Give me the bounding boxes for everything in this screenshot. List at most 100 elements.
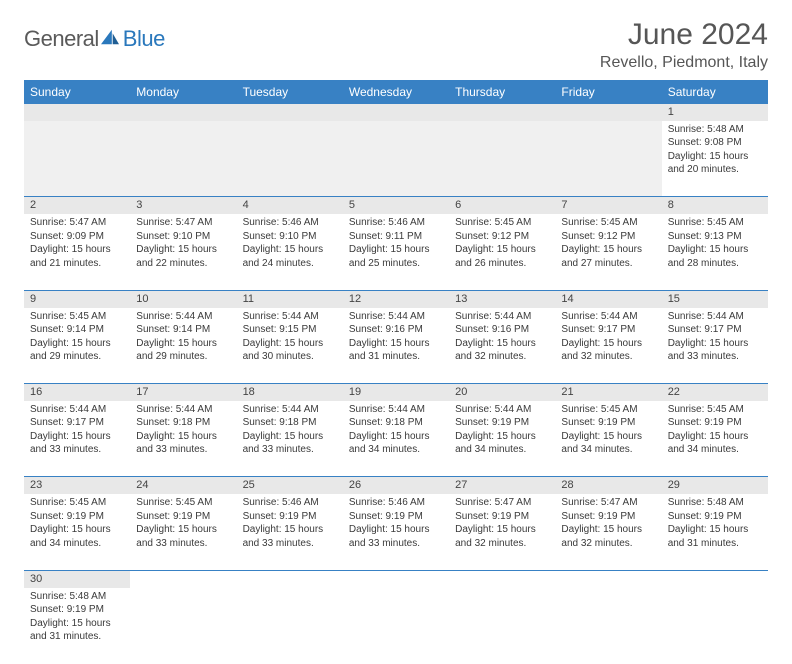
empty-daynum-cell [24,104,130,121]
sunrise-line: Sunrise: 5:45 AM [668,216,762,230]
day-number-cell: 3 [130,197,236,214]
sunrise-line: Sunrise: 5:45 AM [30,310,124,324]
day-cell: Sunrise: 5:46 AMSunset: 9:19 PMDaylight:… [237,494,343,570]
sail-icon [99,28,121,46]
daylight-line: Daylight: 15 hoursand 34 minutes. [561,430,655,457]
location: Revello, Piedmont, Italy [600,54,768,72]
daylight-line: Daylight: 15 hoursand 28 minutes. [668,243,762,270]
day-cell: Sunrise: 5:45 AMSunset: 9:19 PMDaylight:… [24,494,130,570]
week-row: Sunrise: 5:47 AMSunset: 9:09 PMDaylight:… [24,214,768,290]
sunrise-line: Sunrise: 5:47 AM [561,496,655,510]
weekday-header: Tuesday [237,80,343,104]
week-row: Sunrise: 5:44 AMSunset: 9:17 PMDaylight:… [24,401,768,477]
day-cell: Sunrise: 5:48 AMSunset: 9:08 PMDaylight:… [662,121,768,197]
day-number-cell: 29 [662,477,768,494]
day-cell: Sunrise: 5:44 AMSunset: 9:17 PMDaylight:… [555,308,661,384]
daylight-line: Daylight: 15 hoursand 24 minutes. [243,243,337,270]
weekday-header: Wednesday [343,80,449,104]
sunset-line: Sunset: 9:12 PM [561,230,655,244]
sunset-line: Sunset: 9:10 PM [243,230,337,244]
daylight-line: Daylight: 15 hoursand 31 minutes. [349,337,443,364]
day-cell: Sunrise: 5:46 AMSunset: 9:11 PMDaylight:… [343,214,449,290]
daylight-line: Daylight: 15 hoursand 30 minutes. [243,337,337,364]
day-cell: Sunrise: 5:45 AMSunset: 9:12 PMDaylight:… [449,214,555,290]
empty-daynum-cell [449,570,555,587]
sunset-line: Sunset: 9:11 PM [349,230,443,244]
day-cell: Sunrise: 5:47 AMSunset: 9:09 PMDaylight:… [24,214,130,290]
sunrise-line: Sunrise: 5:47 AM [455,496,549,510]
day-number-cell: 12 [343,290,449,307]
sunrise-line: Sunrise: 5:45 AM [668,403,762,417]
empty-daynum-cell [449,104,555,121]
daylight-line: Daylight: 15 hoursand 34 minutes. [455,430,549,457]
empty-cell [24,121,130,197]
empty-cell [555,121,661,197]
sunrise-line: Sunrise: 5:46 AM [243,216,337,230]
day-number-row: 9101112131415 [24,290,768,307]
sunset-line: Sunset: 9:10 PM [136,230,230,244]
sunset-line: Sunset: 9:16 PM [455,323,549,337]
sunset-line: Sunset: 9:19 PM [349,510,443,524]
sunset-line: Sunset: 9:19 PM [668,416,762,430]
sunset-line: Sunset: 9:17 PM [668,323,762,337]
daylight-line: Daylight: 15 hoursand 32 minutes. [455,337,549,364]
daylight-line: Daylight: 15 hoursand 33 minutes. [243,523,337,550]
sunset-line: Sunset: 9:15 PM [243,323,337,337]
day-number-cell: 25 [237,477,343,494]
day-number-cell: 7 [555,197,661,214]
empty-daynum-cell [662,570,768,587]
day-number-cell: 14 [555,290,661,307]
daylight-line: Daylight: 15 hoursand 22 minutes. [136,243,230,270]
sunrise-line: Sunrise: 5:46 AM [349,496,443,510]
sunrise-line: Sunrise: 5:44 AM [455,310,549,324]
header: General Blue June 2024 Revello, Piedmont… [24,18,768,72]
daylight-line: Daylight: 15 hoursand 33 minutes. [136,523,230,550]
empty-cell [237,121,343,197]
sunrise-line: Sunrise: 5:46 AM [243,496,337,510]
day-cell: Sunrise: 5:45 AMSunset: 9:19 PMDaylight:… [555,401,661,477]
day-number-cell: 30 [24,570,130,587]
week-row: Sunrise: 5:48 AMSunset: 9:08 PMDaylight:… [24,121,768,197]
sunset-line: Sunset: 9:09 PM [30,230,124,244]
sunset-line: Sunset: 9:19 PM [455,416,549,430]
daylight-line: Daylight: 15 hoursand 21 minutes. [30,243,124,270]
sunset-line: Sunset: 9:18 PM [243,416,337,430]
daylight-line: Daylight: 15 hoursand 32 minutes. [561,523,655,550]
daylight-line: Daylight: 15 hoursand 33 minutes. [30,430,124,457]
sunset-line: Sunset: 9:19 PM [136,510,230,524]
empty-cell [130,121,236,197]
day-number-cell: 27 [449,477,555,494]
day-number-row: 23242526272829 [24,477,768,494]
day-cell: Sunrise: 5:47 AMSunset: 9:10 PMDaylight:… [130,214,236,290]
day-cell: Sunrise: 5:47 AMSunset: 9:19 PMDaylight:… [449,494,555,570]
day-number-cell: 2 [24,197,130,214]
daylight-line: Daylight: 15 hoursand 34 minutes. [349,430,443,457]
day-cell: Sunrise: 5:45 AMSunset: 9:14 PMDaylight:… [24,308,130,384]
sunset-line: Sunset: 9:18 PM [136,416,230,430]
empty-daynum-cell [130,104,236,121]
sunset-line: Sunset: 9:17 PM [561,323,655,337]
sunrise-line: Sunrise: 5:44 AM [349,310,443,324]
day-number-cell: 8 [662,197,768,214]
daylight-line: Daylight: 15 hoursand 32 minutes. [455,523,549,550]
sunrise-line: Sunrise: 5:45 AM [561,403,655,417]
day-number-cell: 24 [130,477,236,494]
day-number-cell: 10 [130,290,236,307]
sunrise-line: Sunrise: 5:46 AM [349,216,443,230]
sunset-line: Sunset: 9:16 PM [349,323,443,337]
daylight-line: Daylight: 15 hoursand 33 minutes. [349,523,443,550]
day-number-cell: 23 [24,477,130,494]
daylight-line: Daylight: 15 hoursand 33 minutes. [136,430,230,457]
empty-cell [343,121,449,197]
logo-text-main: General [24,26,99,52]
sunrise-line: Sunrise: 5:44 AM [30,403,124,417]
empty-daynum-cell [555,104,661,121]
day-number-row: 1 [24,104,768,121]
day-number-cell: 26 [343,477,449,494]
day-cell: Sunrise: 5:45 AMSunset: 9:12 PMDaylight:… [555,214,661,290]
daylight-line: Daylight: 15 hoursand 33 minutes. [243,430,337,457]
sunrise-line: Sunrise: 5:44 AM [561,310,655,324]
sunrise-line: Sunrise: 5:44 AM [243,403,337,417]
day-number-cell: 5 [343,197,449,214]
day-number-cell: 17 [130,384,236,401]
